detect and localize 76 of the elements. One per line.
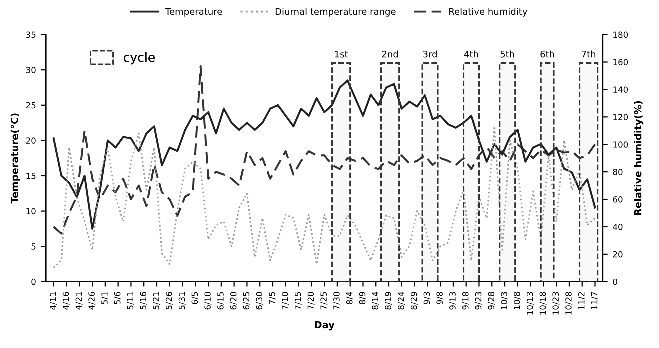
x-tick-label: 11/2 bbox=[578, 292, 586, 310]
x-tick-label: 5/11 bbox=[127, 292, 134, 310]
legend-label: Diurnal temperature range bbox=[276, 8, 396, 17]
x-tick-label: 8/19 bbox=[385, 292, 392, 310]
x-tick-label: 10/23 bbox=[552, 292, 560, 315]
x-tick-label: 7/25 bbox=[320, 292, 328, 310]
x-tick-label: 6/5 bbox=[192, 292, 199, 304]
y-tick-label: 30 bbox=[26, 67, 36, 74]
x-tick-label: 7/30 bbox=[334, 292, 341, 310]
y-tick-label: 20 bbox=[26, 138, 36, 144]
x-tick-label: 5/16 bbox=[140, 292, 148, 310]
band-label: 5th bbox=[500, 50, 514, 58]
x-tick-label: 5/1 bbox=[102, 292, 108, 304]
y2-tick-label: 180 bbox=[614, 32, 628, 38]
x-tick-label: 9/28 bbox=[488, 292, 496, 310]
x-tick-label: 7/10 bbox=[282, 292, 289, 310]
x-tick-label: 9/13 bbox=[450, 292, 457, 310]
y2-tick-label: 40 bbox=[613, 224, 623, 230]
x-tick-label: 4/16 bbox=[62, 292, 70, 310]
x-tick-label: 4/26 bbox=[88, 292, 96, 310]
y2-tick-label: 140 bbox=[614, 86, 628, 93]
band-label: 4th bbox=[464, 50, 478, 58]
y-tick-label: 0 bbox=[32, 278, 36, 286]
y-tick-label: 10 bbox=[26, 208, 36, 215]
x-tick-label: 9/18 bbox=[462, 292, 470, 310]
x-tick-label: 10/8 bbox=[514, 292, 521, 310]
band-label: 1st bbox=[335, 51, 348, 58]
x-tick-label: 9/3 bbox=[424, 292, 431, 304]
x-tick-label: 6/25 bbox=[243, 292, 250, 310]
y2-tick-label: 0 bbox=[613, 278, 618, 286]
y2-tick-label: 120 bbox=[614, 114, 628, 120]
x-tick-label: 11/7 bbox=[591, 292, 598, 310]
x-tick-label: 7/5 bbox=[269, 292, 276, 304]
x-tick-label: 7/15 bbox=[295, 292, 302, 310]
y2-tick-label: 60 bbox=[613, 196, 623, 203]
y-tick-label: 25 bbox=[26, 102, 36, 109]
x-tick-label: 9/23 bbox=[475, 292, 482, 310]
x-tick-label: 5/31 bbox=[178, 292, 186, 310]
x-axis-title: Day bbox=[315, 321, 335, 331]
x-tick-label: 6/15 bbox=[218, 292, 225, 310]
y-axis-title: Temperature(°C) bbox=[10, 114, 20, 204]
x-tick-label: 10/18 bbox=[540, 292, 547, 315]
x-tick-label: 7/20 bbox=[308, 292, 315, 310]
y2-tick-label: 20 bbox=[613, 251, 623, 258]
x-tick-label: 8/4 bbox=[346, 292, 354, 304]
y2-tick-label: 160 bbox=[614, 59, 628, 66]
x-tick-label: 6/10 bbox=[204, 292, 212, 310]
x-tick-label: 10/13 bbox=[526, 292, 534, 315]
line-series bbox=[53, 126, 596, 269]
x-tick-label: 5/6 bbox=[114, 292, 122, 304]
y2-axis-title: Relative humidity(%) bbox=[634, 101, 644, 216]
x-tick-label: 8/9 bbox=[359, 292, 366, 304]
x-tick-label: 10/28 bbox=[566, 292, 573, 315]
band-label: 3rd bbox=[423, 50, 437, 58]
legend-label: Temperature bbox=[165, 8, 222, 17]
band-label: 7th bbox=[582, 50, 596, 58]
x-tick-label: 5/26 bbox=[166, 292, 173, 310]
x-tick-label: 9/8 bbox=[436, 292, 444, 304]
x-tick-label: 4/11 bbox=[50, 292, 57, 310]
x-tick-label: 8/24 bbox=[398, 292, 405, 310]
legend-label: Relative humidity bbox=[450, 8, 528, 17]
band-label: 6th bbox=[540, 50, 554, 58]
x-tick-label: 6/20 bbox=[230, 292, 238, 310]
x-tick-label: 8/14 bbox=[372, 292, 380, 310]
y2-tick-label: 100 bbox=[614, 142, 628, 148]
y-tick-label: 35 bbox=[26, 32, 36, 38]
y-tick-label: 5 bbox=[32, 244, 36, 250]
annotation: cycle bbox=[124, 52, 155, 65]
x-tick-label: 5/21 bbox=[153, 292, 160, 310]
y-tick-label: 15 bbox=[26, 173, 36, 180]
band-label: 2nd bbox=[382, 50, 398, 58]
x-tick-label: 8/29 bbox=[410, 292, 418, 310]
x-tick-label: 6/30 bbox=[256, 292, 264, 310]
y2-tick-label: 80 bbox=[613, 169, 623, 176]
x-tick-label: 4/21 bbox=[76, 292, 83, 310]
x-tick-label: 10/3 bbox=[501, 292, 508, 310]
